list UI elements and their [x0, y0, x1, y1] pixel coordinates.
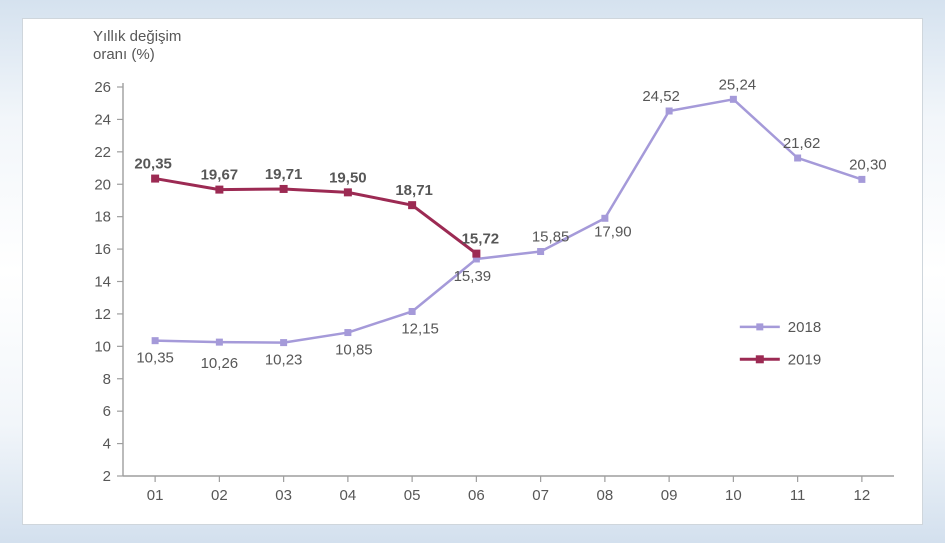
data-label-2019: 15,72 [462, 231, 500, 248]
data-label-2018: 10,26 [201, 355, 239, 372]
data-label-2019: 20,35 [134, 156, 172, 173]
data-label-2018: 12,15 [401, 320, 439, 337]
data-label-2018: 25,24 [719, 76, 757, 93]
data-label-2018: 15,39 [454, 268, 492, 285]
series-marker-2019 [344, 188, 352, 196]
series-marker-2018 [794, 154, 801, 161]
legend-label-2019: 2019 [788, 351, 821, 368]
series-marker-2018 [152, 337, 159, 344]
data-label-2018: 24,52 [642, 88, 680, 105]
series-marker-2019 [408, 201, 416, 209]
y-tick-label: 26 [94, 79, 111, 96]
series-marker-2019 [151, 175, 159, 183]
data-label-2018: 10,35 [136, 350, 174, 367]
series-marker-2018 [216, 339, 223, 346]
y-axis-title-line: Yıllık değişim [93, 28, 181, 45]
y-tick-label: 2 [103, 468, 111, 485]
legend-marker-2019 [756, 355, 764, 363]
y-tick-label: 18 [94, 209, 111, 226]
y-tick-label: 16 [94, 241, 111, 258]
series-marker-2019 [215, 186, 223, 194]
y-axis-title-line: oranı (%) [93, 46, 155, 63]
series-marker-2018 [409, 308, 416, 315]
y-tick-label: 22 [94, 144, 111, 161]
series-marker-2018 [666, 107, 673, 114]
data-label-2019: 19,67 [201, 167, 239, 184]
series-marker-2018 [344, 329, 351, 336]
data-label-2018: 20,30 [849, 156, 887, 173]
x-tick-label: 12 [854, 487, 871, 504]
data-label-2018: 10,23 [265, 352, 303, 369]
data-label-2018: 15,85 [532, 229, 570, 246]
y-tick-label: 24 [94, 111, 111, 128]
data-label-2018: 21,62 [783, 135, 821, 152]
y-tick-label: 12 [94, 306, 111, 323]
x-tick-label: 07 [532, 487, 549, 504]
x-tick-label: 10 [725, 487, 742, 504]
y-tick-label: 14 [94, 274, 111, 291]
legend-marker-2018 [756, 323, 763, 330]
series-marker-2018 [280, 339, 287, 346]
x-tick-label: 06 [468, 487, 485, 504]
x-tick-label: 03 [275, 487, 292, 504]
data-label-2019: 19,71 [265, 166, 303, 183]
legend-label-2018: 2018 [788, 319, 821, 336]
x-tick-label: 02 [211, 487, 228, 504]
series-marker-2019 [472, 250, 480, 258]
data-label-2018: 10,85 [335, 342, 373, 359]
x-tick-label: 04 [340, 487, 357, 504]
chart-card: Yıllık değişimoranı (%)24681012141618202… [22, 18, 923, 525]
series-marker-2018 [858, 176, 865, 183]
series-marker-2018 [537, 248, 544, 255]
y-tick-label: 10 [94, 338, 111, 355]
y-tick-label: 4 [103, 436, 111, 453]
x-tick-label: 09 [661, 487, 678, 504]
y-tick-label: 20 [94, 176, 111, 193]
data-label-2019: 18,71 [395, 182, 433, 199]
series-marker-2019 [280, 185, 288, 193]
page-background: Yıllık değişimoranı (%)24681012141618202… [0, 0, 945, 543]
y-tick-label: 8 [103, 371, 111, 388]
y-tick-label: 6 [103, 403, 111, 420]
x-tick-label: 01 [147, 487, 164, 504]
series-line-2018 [155, 99, 862, 342]
x-tick-label: 11 [790, 487, 806, 504]
data-label-2019: 19,50 [329, 169, 367, 186]
series-marker-2018 [730, 96, 737, 103]
x-tick-label: 05 [404, 487, 421, 504]
x-tick-label: 08 [597, 487, 614, 504]
line-chart: Yıllık değişimoranı (%)24681012141618202… [23, 19, 924, 526]
series-marker-2018 [601, 215, 608, 222]
data-label-2018: 17,90 [594, 223, 632, 240]
